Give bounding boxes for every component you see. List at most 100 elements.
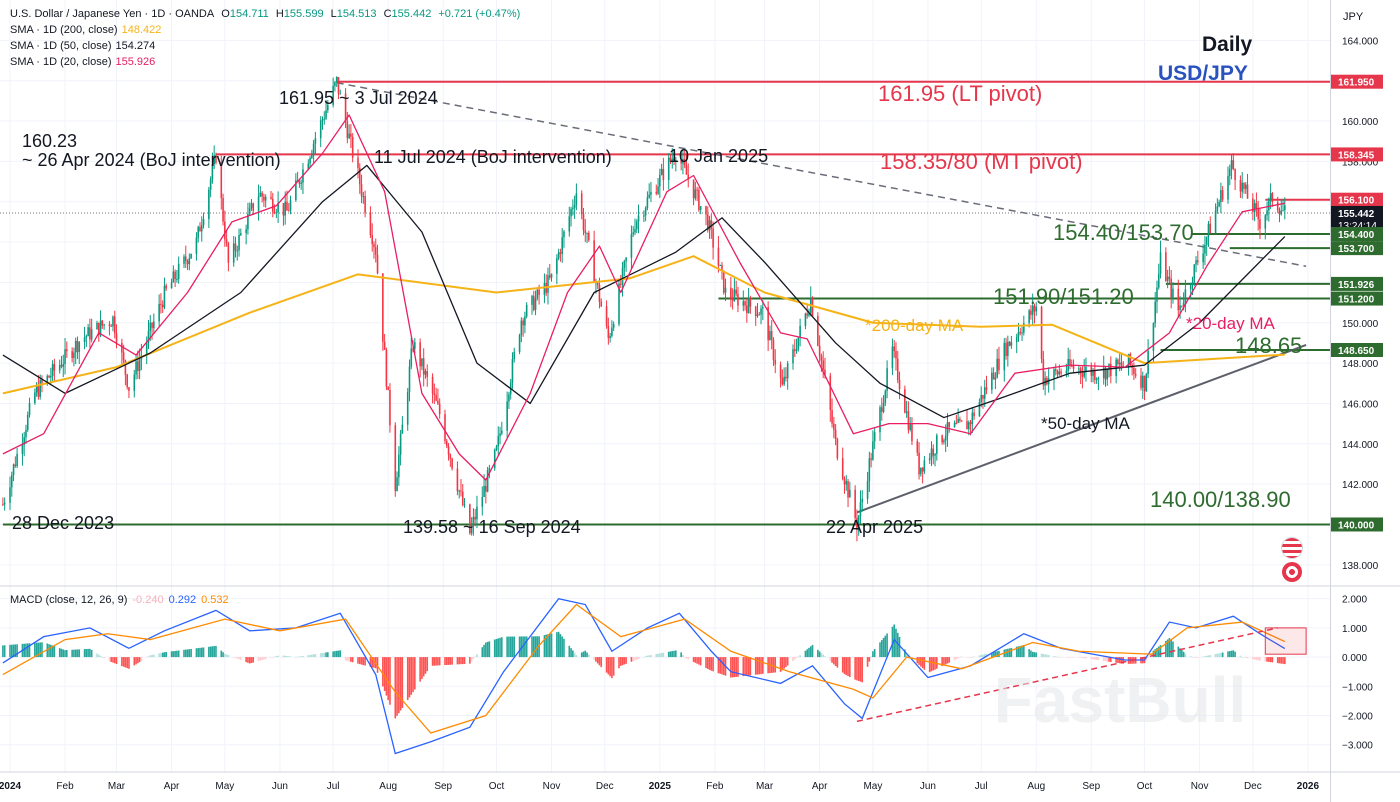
macd-histogram-bar xyxy=(85,649,88,658)
candle-body xyxy=(1122,365,1125,367)
candle-body xyxy=(836,438,839,459)
record-target-icon[interactable] xyxy=(1282,562,1302,582)
candle-body xyxy=(39,380,41,397)
legend-symbol: U.S. Dollar / Japanese Yen · 1D · OANDA xyxy=(10,8,215,20)
candle-body xyxy=(177,263,180,279)
macd-histogram-bar xyxy=(730,657,732,678)
macd-histogram-bar xyxy=(998,650,1000,658)
candle-body xyxy=(833,423,835,430)
candle-body xyxy=(667,157,670,181)
macd-histogram-bar xyxy=(170,651,173,658)
macd-signal-line xyxy=(2,603,1286,734)
candle-body xyxy=(758,314,761,316)
candle-body xyxy=(680,160,682,164)
macd-histogram-bar xyxy=(985,653,988,658)
macd-histogram-bar xyxy=(1060,657,1062,658)
macd-histogram-bar xyxy=(966,657,968,658)
candle-body xyxy=(495,446,498,450)
candle-body xyxy=(611,327,613,336)
candle-body xyxy=(1214,210,1217,233)
macd-legend[interactable]: MACD (close, 12, 26, 9) -0.240 0.292 0.532 xyxy=(10,594,234,606)
candle-body xyxy=(1078,368,1080,370)
macd-histogram-bar xyxy=(449,657,452,665)
candle-body xyxy=(1264,215,1267,229)
price-axis[interactable]: 138.000140.000142.000144.000146.000148.0… xyxy=(1342,36,1379,751)
candle-body xyxy=(383,341,386,350)
macd-histogram-bar xyxy=(1145,657,1148,661)
candle-body xyxy=(785,376,787,379)
price-tick-label: 138.000 xyxy=(1342,561,1379,572)
us-flag-icon[interactable] xyxy=(1282,538,1302,558)
time-tick-label: Oct xyxy=(1137,781,1153,792)
macd-histogram-bar xyxy=(1152,650,1155,658)
candle-body xyxy=(165,285,168,289)
candle-body xyxy=(200,225,203,232)
candle-body xyxy=(772,340,775,360)
candle-body xyxy=(287,210,290,212)
candle-body xyxy=(431,376,434,394)
candle-body xyxy=(34,392,36,404)
candle-body xyxy=(563,231,565,238)
legend-sma200[interactable]: SMA · 1D (200, close) 148.422 xyxy=(10,24,165,36)
macd-histogram-bar xyxy=(412,657,414,693)
candle-body xyxy=(536,289,539,299)
candle-body xyxy=(1110,363,1112,376)
candle-body xyxy=(335,77,338,83)
candle-body xyxy=(456,468,459,492)
candle-body xyxy=(632,232,635,235)
price-badge-label: 140.000 xyxy=(1338,520,1375,531)
annotation-high-jul-2024: 161.95 ~ 3 Jul 2024 xyxy=(279,88,438,108)
candle-body xyxy=(1284,205,1286,211)
macd-histogram-bar xyxy=(575,655,578,658)
candle-body xyxy=(444,414,446,441)
sma-50-line xyxy=(2,164,1286,419)
macd-histogram-bar xyxy=(200,647,203,658)
macd-histogram-bar xyxy=(362,657,365,666)
candle-body xyxy=(660,168,663,175)
candle-body xyxy=(133,374,136,391)
candle-body xyxy=(23,437,26,445)
macd-histogram-bar xyxy=(314,654,317,658)
candle-body xyxy=(683,159,686,166)
macd-histogram-bar xyxy=(898,636,901,658)
macd-histogram-bar xyxy=(873,649,876,658)
macd-histogram-bar xyxy=(905,653,908,658)
macd-histogram-bar xyxy=(295,657,297,658)
candle-body xyxy=(513,351,516,359)
macd-histogram-bar xyxy=(1168,638,1171,658)
macd-histogram-bar xyxy=(1010,647,1013,658)
candle-body xyxy=(769,331,771,341)
macd-histogram-bar xyxy=(252,657,255,663)
macd-histogram-bar xyxy=(916,657,919,664)
macd-histogram-bar xyxy=(282,655,285,658)
candle-body xyxy=(486,470,489,492)
candle-body xyxy=(344,93,347,122)
candle-body xyxy=(1243,182,1245,189)
candle-body xyxy=(982,395,984,399)
macd-histogram-bar xyxy=(644,656,647,658)
macd-histogram-bar xyxy=(385,657,388,696)
macd-histogram-bar xyxy=(89,648,91,658)
macd-histogram-bar xyxy=(1157,646,1160,658)
macd-histogram-bar xyxy=(312,654,315,658)
macd-histogram-bar xyxy=(1204,656,1206,658)
candle-body xyxy=(687,174,690,180)
macd-histogram-bar xyxy=(153,654,155,658)
macd-histogram-bar xyxy=(1097,657,1100,661)
macd-histogram-bar xyxy=(115,657,118,664)
candle-body xyxy=(481,496,484,507)
legend-sma20[interactable]: SMA · 1D (20, close) 155.926 xyxy=(10,56,159,68)
candle-body xyxy=(327,104,329,111)
macd-histogram-bar xyxy=(250,657,253,664)
legend-ohlc: U.S. Dollar / Japanese Yen · 1D · OANDA … xyxy=(10,8,524,20)
macd-histogram-bar xyxy=(955,657,958,660)
macd-histogram-bar xyxy=(1120,657,1123,664)
sma-20-line xyxy=(2,114,1285,481)
candle-body xyxy=(570,209,572,217)
legend-sma50-label: SMA · 1D (50, close) xyxy=(10,40,112,52)
macd-histogram-bar xyxy=(406,657,409,701)
legend-sma50[interactable]: SMA · 1D (50, close) 154.274 xyxy=(10,40,159,52)
candle-body xyxy=(538,289,540,295)
time-axis[interactable]: 2024 Feb Mar Apr May Jun Jul Aug Sep Oct Nov Dec 202… xyxy=(0,781,1319,792)
